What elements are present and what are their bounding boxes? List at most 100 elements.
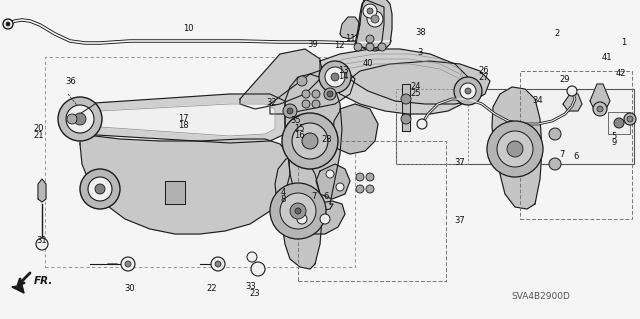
Text: 20: 20 bbox=[33, 124, 44, 133]
Circle shape bbox=[280, 193, 316, 229]
Text: 29: 29 bbox=[559, 75, 570, 84]
Circle shape bbox=[3, 19, 13, 29]
Polygon shape bbox=[350, 61, 490, 104]
Text: 26: 26 bbox=[479, 66, 489, 75]
Text: 7: 7 bbox=[311, 192, 316, 201]
Circle shape bbox=[497, 131, 533, 167]
Text: 9: 9 bbox=[612, 138, 617, 147]
Polygon shape bbox=[100, 104, 275, 136]
Polygon shape bbox=[275, 156, 322, 269]
Circle shape bbox=[366, 43, 374, 51]
Circle shape bbox=[251, 262, 265, 276]
Circle shape bbox=[324, 88, 336, 100]
Text: 7: 7 bbox=[559, 150, 564, 159]
Circle shape bbox=[6, 22, 10, 26]
Polygon shape bbox=[270, 67, 355, 114]
Text: 25: 25 bbox=[411, 89, 421, 98]
Text: 38: 38 bbox=[416, 28, 426, 37]
Text: 35: 35 bbox=[291, 116, 301, 125]
Circle shape bbox=[297, 76, 307, 86]
Circle shape bbox=[366, 173, 374, 181]
Circle shape bbox=[363, 4, 377, 18]
Circle shape bbox=[320, 214, 330, 224]
Circle shape bbox=[95, 184, 105, 194]
Circle shape bbox=[465, 88, 471, 94]
Circle shape bbox=[366, 185, 374, 193]
Circle shape bbox=[549, 158, 561, 170]
Text: 14: 14 bbox=[338, 72, 348, 81]
Circle shape bbox=[367, 11, 383, 27]
Text: 6: 6 bbox=[324, 192, 329, 201]
Circle shape bbox=[36, 238, 48, 250]
Polygon shape bbox=[80, 94, 285, 143]
Circle shape bbox=[312, 90, 320, 98]
Circle shape bbox=[302, 100, 310, 108]
Circle shape bbox=[302, 133, 318, 149]
Text: 5: 5 bbox=[612, 132, 617, 141]
Text: 23: 23 bbox=[250, 289, 260, 298]
Polygon shape bbox=[492, 87, 542, 209]
Circle shape bbox=[593, 102, 607, 116]
Bar bbox=[396, 89, 468, 164]
Text: 21: 21 bbox=[33, 131, 44, 140]
Text: 1: 1 bbox=[621, 38, 627, 47]
Text: 2: 2 bbox=[554, 29, 559, 38]
Text: 11: 11 bbox=[346, 34, 356, 43]
Text: 15: 15 bbox=[294, 124, 305, 133]
Circle shape bbox=[366, 35, 374, 43]
Polygon shape bbox=[333, 104, 378, 154]
Circle shape bbox=[327, 91, 333, 97]
Circle shape bbox=[297, 214, 307, 224]
Circle shape bbox=[417, 119, 427, 129]
Polygon shape bbox=[402, 84, 410, 131]
Circle shape bbox=[401, 94, 411, 104]
Circle shape bbox=[567, 86, 577, 96]
Text: 42: 42 bbox=[616, 69, 626, 78]
Text: 8: 8 bbox=[280, 195, 285, 204]
Text: 4: 4 bbox=[280, 188, 285, 197]
Text: SVA4B2900D: SVA4B2900D bbox=[511, 293, 570, 301]
Polygon shape bbox=[80, 136, 290, 234]
Circle shape bbox=[215, 261, 221, 267]
Text: 16: 16 bbox=[294, 131, 305, 140]
Circle shape bbox=[66, 105, 94, 133]
Polygon shape bbox=[165, 181, 185, 204]
Bar bbox=[608, 112, 630, 134]
Circle shape bbox=[356, 185, 364, 193]
Circle shape bbox=[283, 104, 297, 118]
Polygon shape bbox=[316, 164, 350, 199]
Circle shape bbox=[454, 77, 482, 105]
Circle shape bbox=[88, 177, 112, 201]
Circle shape bbox=[287, 108, 293, 114]
Circle shape bbox=[487, 121, 543, 177]
Text: 24: 24 bbox=[411, 82, 421, 91]
Circle shape bbox=[614, 118, 624, 128]
Polygon shape bbox=[356, 0, 384, 49]
Circle shape bbox=[624, 113, 636, 125]
Circle shape bbox=[211, 257, 225, 271]
Text: 32: 32 bbox=[266, 98, 276, 107]
Circle shape bbox=[292, 123, 328, 159]
Polygon shape bbox=[340, 17, 360, 39]
Circle shape bbox=[354, 43, 362, 51]
Circle shape bbox=[325, 67, 345, 87]
Circle shape bbox=[460, 83, 476, 99]
Text: 37: 37 bbox=[454, 216, 465, 225]
Circle shape bbox=[80, 169, 120, 209]
Text: 39: 39 bbox=[307, 40, 317, 48]
Circle shape bbox=[58, 97, 102, 141]
Circle shape bbox=[549, 128, 561, 140]
Circle shape bbox=[597, 106, 603, 112]
Circle shape bbox=[326, 170, 334, 178]
Text: FR.: FR. bbox=[34, 276, 53, 286]
Circle shape bbox=[331, 73, 339, 81]
Text: 40: 40 bbox=[363, 59, 373, 68]
Text: 28: 28 bbox=[321, 135, 332, 144]
Text: 30: 30 bbox=[124, 284, 134, 293]
Polygon shape bbox=[320, 49, 470, 114]
Circle shape bbox=[270, 183, 326, 239]
Text: 27: 27 bbox=[479, 73, 489, 82]
Text: 18: 18 bbox=[178, 121, 188, 130]
Text: 31: 31 bbox=[36, 236, 47, 245]
Circle shape bbox=[247, 252, 257, 262]
